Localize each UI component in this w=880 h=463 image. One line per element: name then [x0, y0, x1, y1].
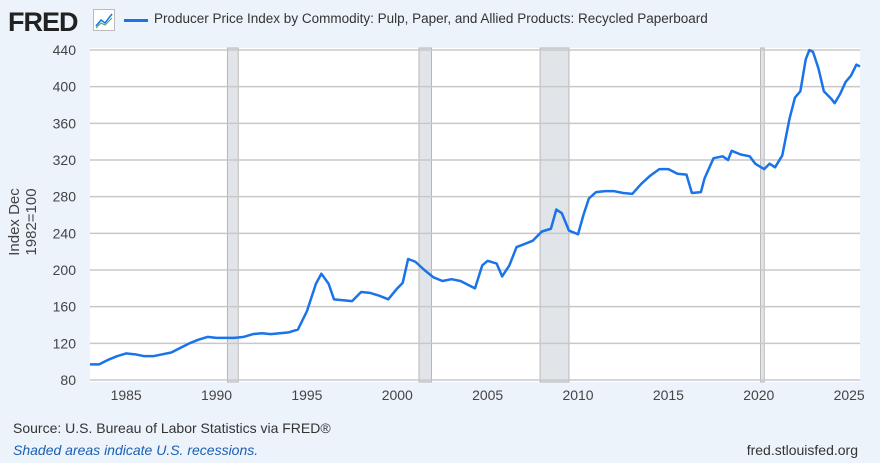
- y-tick-label: 80: [60, 372, 76, 388]
- y-tick-label: 320: [53, 152, 77, 168]
- recession-note: Shaded areas indicate U.S. recessions.: [13, 442, 259, 458]
- fred-logo[interactable]: FRED: [8, 7, 78, 37]
- y-tick-label: 400: [53, 79, 77, 95]
- chart-title[interactable]: Producer Price Index by Commodity: Pulp,…: [154, 11, 708, 26]
- legend-line: [124, 19, 148, 22]
- x-tick-label: 2010: [562, 387, 593, 403]
- x-tick-label: 1990: [201, 387, 232, 403]
- y-tick-label: 120: [53, 335, 77, 351]
- x-tick-label: 2005: [472, 387, 503, 403]
- recession-band: [226, 47, 239, 383]
- y-tick-label: 200: [53, 262, 77, 278]
- recession-band: [760, 47, 765, 383]
- y-tick-label: 240: [53, 225, 77, 241]
- y-tick-label: 280: [53, 189, 77, 205]
- y-tick-label: 440: [53, 42, 77, 58]
- recession-band: [418, 47, 433, 383]
- x-tick-label: 1995: [291, 387, 322, 403]
- y-tick-label: 360: [53, 115, 77, 131]
- plot-area: [90, 48, 860, 382]
- x-tick-label: 2015: [653, 387, 684, 403]
- x-tick-label: 2020: [743, 387, 774, 403]
- x-tick-label: 2000: [382, 387, 413, 403]
- chart-icon[interactable]: [93, 9, 115, 31]
- y-tick-label: 160: [53, 299, 77, 315]
- source-note: Source: U.S. Bureau of Labor Statistics …: [13, 420, 331, 436]
- x-tick-label: 2025: [834, 387, 865, 403]
- x-tick-label: 1985: [111, 387, 142, 403]
- fred-url[interactable]: fred.stlouisfed.org: [746, 442, 858, 458]
- series-line: [90, 48, 861, 366]
